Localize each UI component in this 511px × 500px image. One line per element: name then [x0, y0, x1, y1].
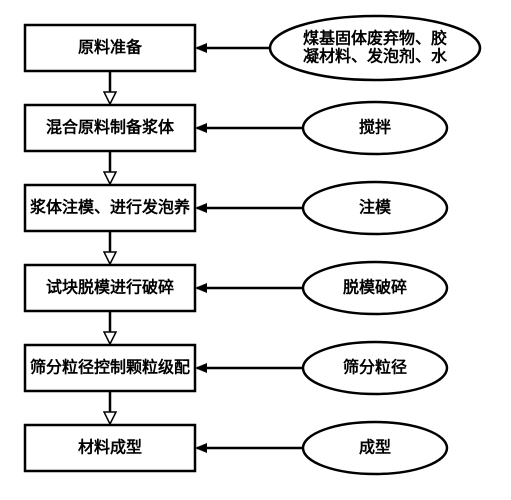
- process-box-label: 材料成型: [78, 438, 142, 457]
- annotation-ellipse-label: 搅拌: [359, 118, 391, 137]
- annotation-ellipse-label: 煤基固体废弃物、胶: [303, 29, 447, 48]
- flowchart-layer: 原料准备 煤基固体废弃物、胶凝材料、发泡剂、水混合原料制备浆体 搅拌浆体注模、进行发…: [25, 16, 480, 474]
- annotation-ellipse-label: 成型: [359, 438, 391, 457]
- annotation-ellipse-label: 凝材料、发泡剂、水: [303, 47, 448, 66]
- process-box-label: 试块脱模进行破碎: [46, 278, 174, 297]
- process-box-label: 浆体注模、进行发泡养: [29, 198, 191, 217]
- flowchart-svg: 原料准备 煤基固体废弃物、胶凝材料、发泡剂、水混合原料制备浆体 搅拌浆体注模、进行发…: [0, 0, 511, 500]
- annotation-ellipse-label: 筛分粒径: [343, 358, 407, 377]
- annotation-ellipse-label: 脱模破碎: [343, 278, 407, 297]
- process-box-label: 混合原料制备浆体: [46, 118, 175, 137]
- process-box-label: 原料准备: [78, 38, 143, 57]
- process-box-label: 筛分粒径控制颗粒级配: [30, 358, 190, 377]
- annotation-ellipse-label: 注模: [359, 198, 392, 217]
